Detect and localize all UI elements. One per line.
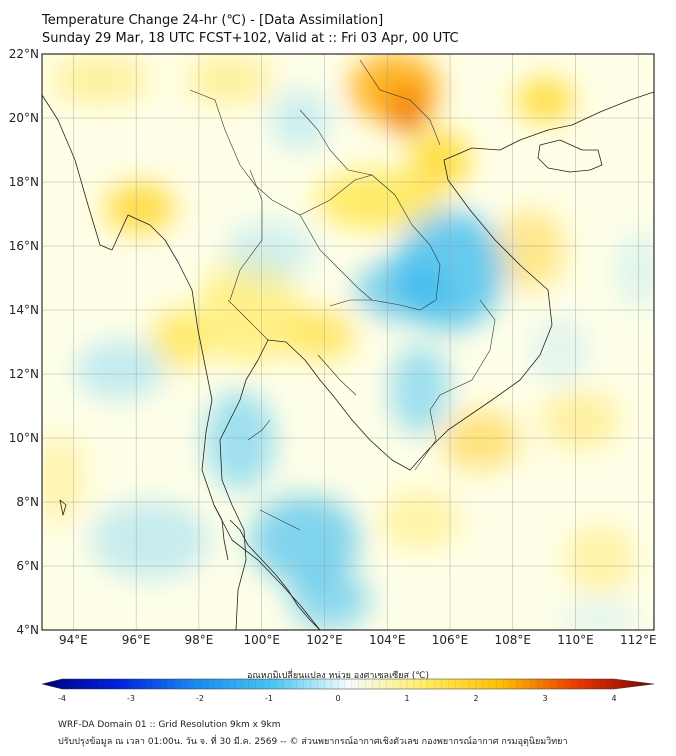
- lat-tick-label: 8°N: [16, 495, 39, 509]
- axis-tick-labels: 94°E 96°E 98°E 100°E 102°E 104°E 106°E 108°E 110…: [9, 47, 657, 647]
- colorbar-tick-label: -4: [58, 694, 66, 703]
- lat-tick-label: 12°N: [9, 367, 39, 381]
- lat-tick-label: 16°N: [9, 239, 39, 253]
- lon-tick-label: 104°E: [369, 633, 406, 647]
- footer-credit: ปรับปรุงข้อมูล ณ เวลา 01:00น. วัน จ. ที่…: [58, 737, 568, 747]
- footer-model-info: WRF-DA Domain 01 :: Grid Resolution 9km …: [58, 720, 281, 730]
- lat-tick-label: 10°N: [9, 431, 39, 445]
- colorbar-tick-label: 3: [542, 694, 547, 703]
- chart-subtitle: Sunday 29 Mar, 18 UTC FCST+102, Valid at…: [42, 31, 459, 46]
- temperature-blobs: [42, 54, 654, 630]
- lon-tick-label: 106°E: [432, 633, 469, 647]
- colorbar-label: อุณหภูมิเปลี่ยนแปลง หน่วย องศาเซลเซียส (…: [246, 671, 430, 681]
- lat-tick-label: 14°N: [9, 303, 39, 317]
- lon-tick-label: 98°E: [184, 633, 213, 647]
- map-gridlines: [42, 54, 654, 630]
- colorbar-tick-label: -1: [265, 694, 273, 703]
- lon-tick-label: 102°E: [306, 633, 343, 647]
- lat-tick-label: 22°N: [9, 47, 39, 61]
- colorbar-tick-label: 2: [473, 694, 478, 703]
- temperature-change-map: 94°E 96°E 98°E 100°E 102°E 104°E 106°E 108°E 110…: [9, 47, 657, 647]
- coastlines: [42, 91, 654, 630]
- lon-tick-label: 110°E: [557, 633, 594, 647]
- lon-tick-label: 112°E: [620, 633, 657, 647]
- chart-title: Temperature Change 24-hr (℃) - [Data Ass…: [42, 13, 384, 28]
- colorbar-segments: [68, 679, 608, 689]
- colorbar-tick-label: -3: [127, 694, 135, 703]
- lon-tick-label: 96°E: [122, 633, 151, 647]
- colorbar-tick-label: 0: [335, 694, 340, 703]
- colorbar-tick-label: 4: [611, 694, 616, 703]
- lon-tick-label: 100°E: [243, 633, 280, 647]
- lat-tick-label: 4°N: [16, 623, 39, 637]
- country-borders: [189, 59, 496, 531]
- colorbar-tick-label: -2: [196, 694, 204, 703]
- colorbar: -4 -3 -2 -1 0 1 2 3 4: [41, 678, 655, 703]
- map-frame: [41, 53, 655, 631]
- lat-tick-label: 18°N: [9, 175, 39, 189]
- colorbar-ticks: -4 -3 -2 -1 0 1 2 3 4: [58, 694, 617, 703]
- colorbar-bar: [41, 678, 655, 690]
- lat-tick-label: 6°N: [16, 559, 39, 573]
- lon-tick-label: 94°E: [59, 633, 88, 647]
- lon-tick-label: 108°E: [495, 633, 532, 647]
- lat-tick-label: 20°N: [9, 111, 39, 125]
- map-field: [42, 54, 654, 630]
- colorbar-tick-label: 1: [404, 694, 409, 703]
